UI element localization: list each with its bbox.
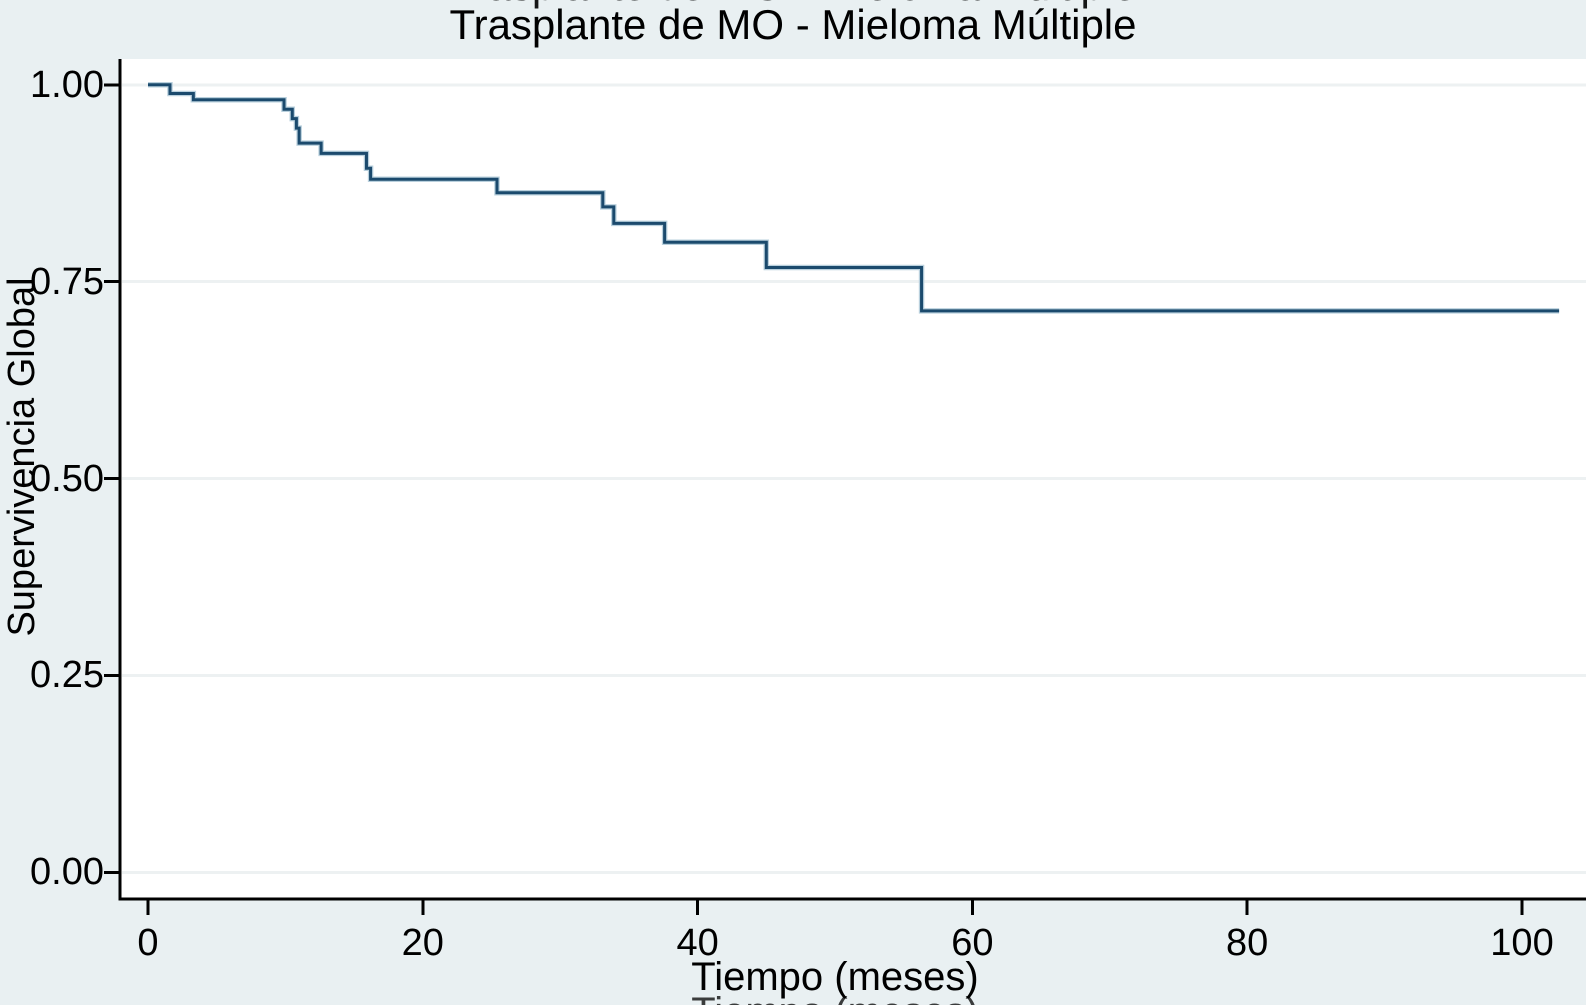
y-tick-label-0.50: 0.50 bbox=[30, 457, 104, 500]
x-tick-label-60: 60 bbox=[951, 922, 994, 964]
x-axis-title: Tiempo (meses) bbox=[691, 955, 979, 999]
y-tick-label-0.00: 0.00 bbox=[30, 851, 104, 894]
y-tick-label-1.00: 1.00 bbox=[30, 63, 104, 106]
y-tick-label-0.25: 0.25 bbox=[30, 654, 104, 697]
x-tick-label-40: 40 bbox=[676, 922, 719, 964]
survival-curve bbox=[148, 83, 1560, 313]
x-tick-label-20: 20 bbox=[401, 922, 444, 964]
cropped-title-above: Trasplante de MO - Mieloma Múltiple bbox=[0, 0, 1586, 8]
y-tick-label-0.75: 0.75 bbox=[30, 260, 104, 303]
survival-curve-halo bbox=[148, 82, 1560, 314]
x-tick-label-100: 100 bbox=[1490, 922, 1554, 964]
y-axis-title: Supervivencia Global bbox=[1, 277, 43, 637]
x-tick-label-80: 80 bbox=[1226, 922, 1269, 964]
cropped-text-below: Tiempo (meses) bbox=[120, 991, 1550, 1005]
x-tick-label-0: 0 bbox=[137, 922, 159, 964]
chart-title: Trasplante de MO - Mieloma Múltiple bbox=[449, 1, 1137, 48]
